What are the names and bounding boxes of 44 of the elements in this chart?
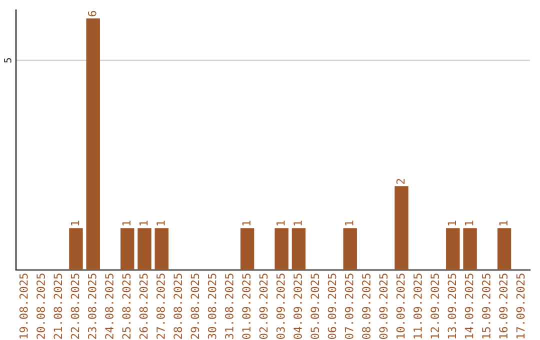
data-label: 1 xyxy=(276,220,285,226)
x-tick-label: 06.09.2025 xyxy=(328,274,336,339)
x-tick-label: 13.09.2025 xyxy=(448,274,456,338)
y-tick-label: 5 xyxy=(4,58,12,63)
x-tick-label: 01.09.2025 xyxy=(242,274,251,339)
x-tick-label: 31.08.2025 xyxy=(225,274,234,339)
data-label: 1 xyxy=(448,220,456,226)
x-tick-label: 11.09.2025 xyxy=(413,274,422,338)
x-tick-label: 08.09.2025 xyxy=(362,274,370,339)
x-tick-label: 24.08.2025 xyxy=(105,274,114,339)
data-label: 1 xyxy=(156,220,165,226)
x-tick-label: 14.09.2025 xyxy=(464,274,474,338)
data-label: 1 xyxy=(122,220,130,226)
data-label: 1 xyxy=(139,220,148,226)
data-label: 1 xyxy=(345,220,354,226)
x-tick-label: 09.09.2025 xyxy=(379,274,388,339)
x-tick-label: 03.09.2025 xyxy=(276,274,285,339)
x-tick-label: 10.09.2025 xyxy=(396,274,405,338)
data-label: 1 xyxy=(70,220,80,226)
data-label: 1 xyxy=(242,220,250,226)
x-tick-label: 07.09.2025 xyxy=(344,274,354,339)
data-label: 6 xyxy=(88,11,96,16)
x-tick-label: 04.09.2025 xyxy=(294,274,302,339)
x-tick-label: 16.09.2025 xyxy=(499,274,508,338)
x-tick-label: 19.08.2025 xyxy=(19,274,28,338)
x-tick-label: 28.08.2025 xyxy=(174,274,182,339)
x-tick-label: 26.08.2025 xyxy=(139,274,148,339)
x-tick-label: 21.08.2025 xyxy=(54,274,62,339)
x-tick-label: 15.09.2025 xyxy=(482,274,490,338)
x-tick-label: 02.09.2025 xyxy=(259,274,268,339)
x-tick-label: 22.08.2025 xyxy=(70,274,80,339)
x-tick-label: 25.08.2025 xyxy=(122,274,131,339)
x-tick-label: 23.08.2025 xyxy=(88,274,96,339)
x-tick-label: 27.08.2025 xyxy=(156,274,165,339)
x-tick-label: 17.09.2025 xyxy=(516,274,525,338)
x-tick-label: 12.09.2025 xyxy=(430,274,440,338)
data-label: 2 xyxy=(396,178,405,184)
data-label: 1 xyxy=(294,220,302,226)
x-tick-label: 05.09.2025 xyxy=(310,274,320,339)
x-tick-label: 29.08.2025 xyxy=(190,274,200,339)
data-label: 1 xyxy=(499,220,508,226)
data-label: 1 xyxy=(465,220,474,226)
x-tick-label: 20.08.2025 xyxy=(36,274,45,339)
x-tick-label: 30.08.2025 xyxy=(208,274,216,339)
